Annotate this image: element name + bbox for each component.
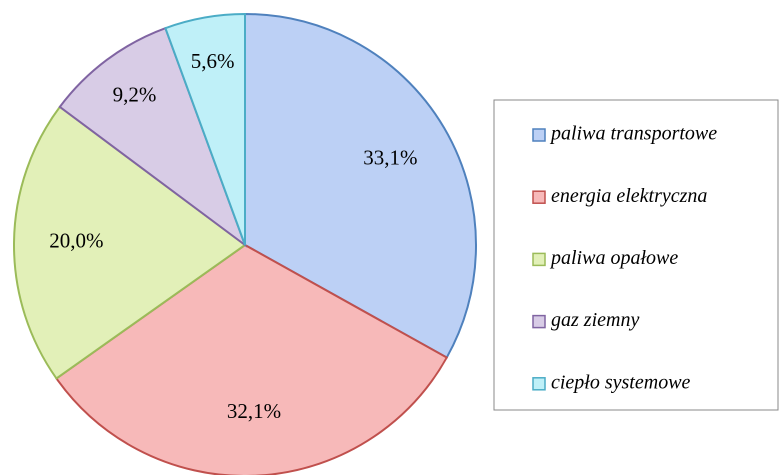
- legend-swatch: [532, 190, 546, 204]
- legend-label: paliwa transportowe: [549, 123, 717, 145]
- legend-label: gaz ziemny: [551, 309, 639, 331]
- legend-label: ciepło systemowe: [551, 371, 691, 393]
- legend-swatch: [532, 377, 546, 391]
- pie-slice: [244, 12, 477, 359]
- data-label: 33,1%: [363, 145, 417, 169]
- legend-swatch: [532, 314, 546, 329]
- legend-label: paliwa opałowe: [549, 247, 678, 269]
- legend: paliwa transportowe energia elektryczna pa…: [532, 123, 717, 393]
- data-label: 20,0%: [49, 229, 103, 253]
- legend-swatch: [532, 128, 546, 142]
- pie-slice: [55, 243, 449, 475]
- data-label: 9,2%: [113, 83, 157, 107]
- legend-swatch: [532, 252, 546, 267]
- pie-slice: [13, 105, 247, 380]
- pie-slice: [164, 12, 246, 246]
- legend-label: energia elektryczna: [551, 185, 707, 207]
- pie: [13, 12, 477, 475]
- data-label: 32,1%: [227, 399, 281, 423]
- pie-slice: [58, 26, 248, 248]
- data-label: 5,6%: [191, 49, 235, 73]
